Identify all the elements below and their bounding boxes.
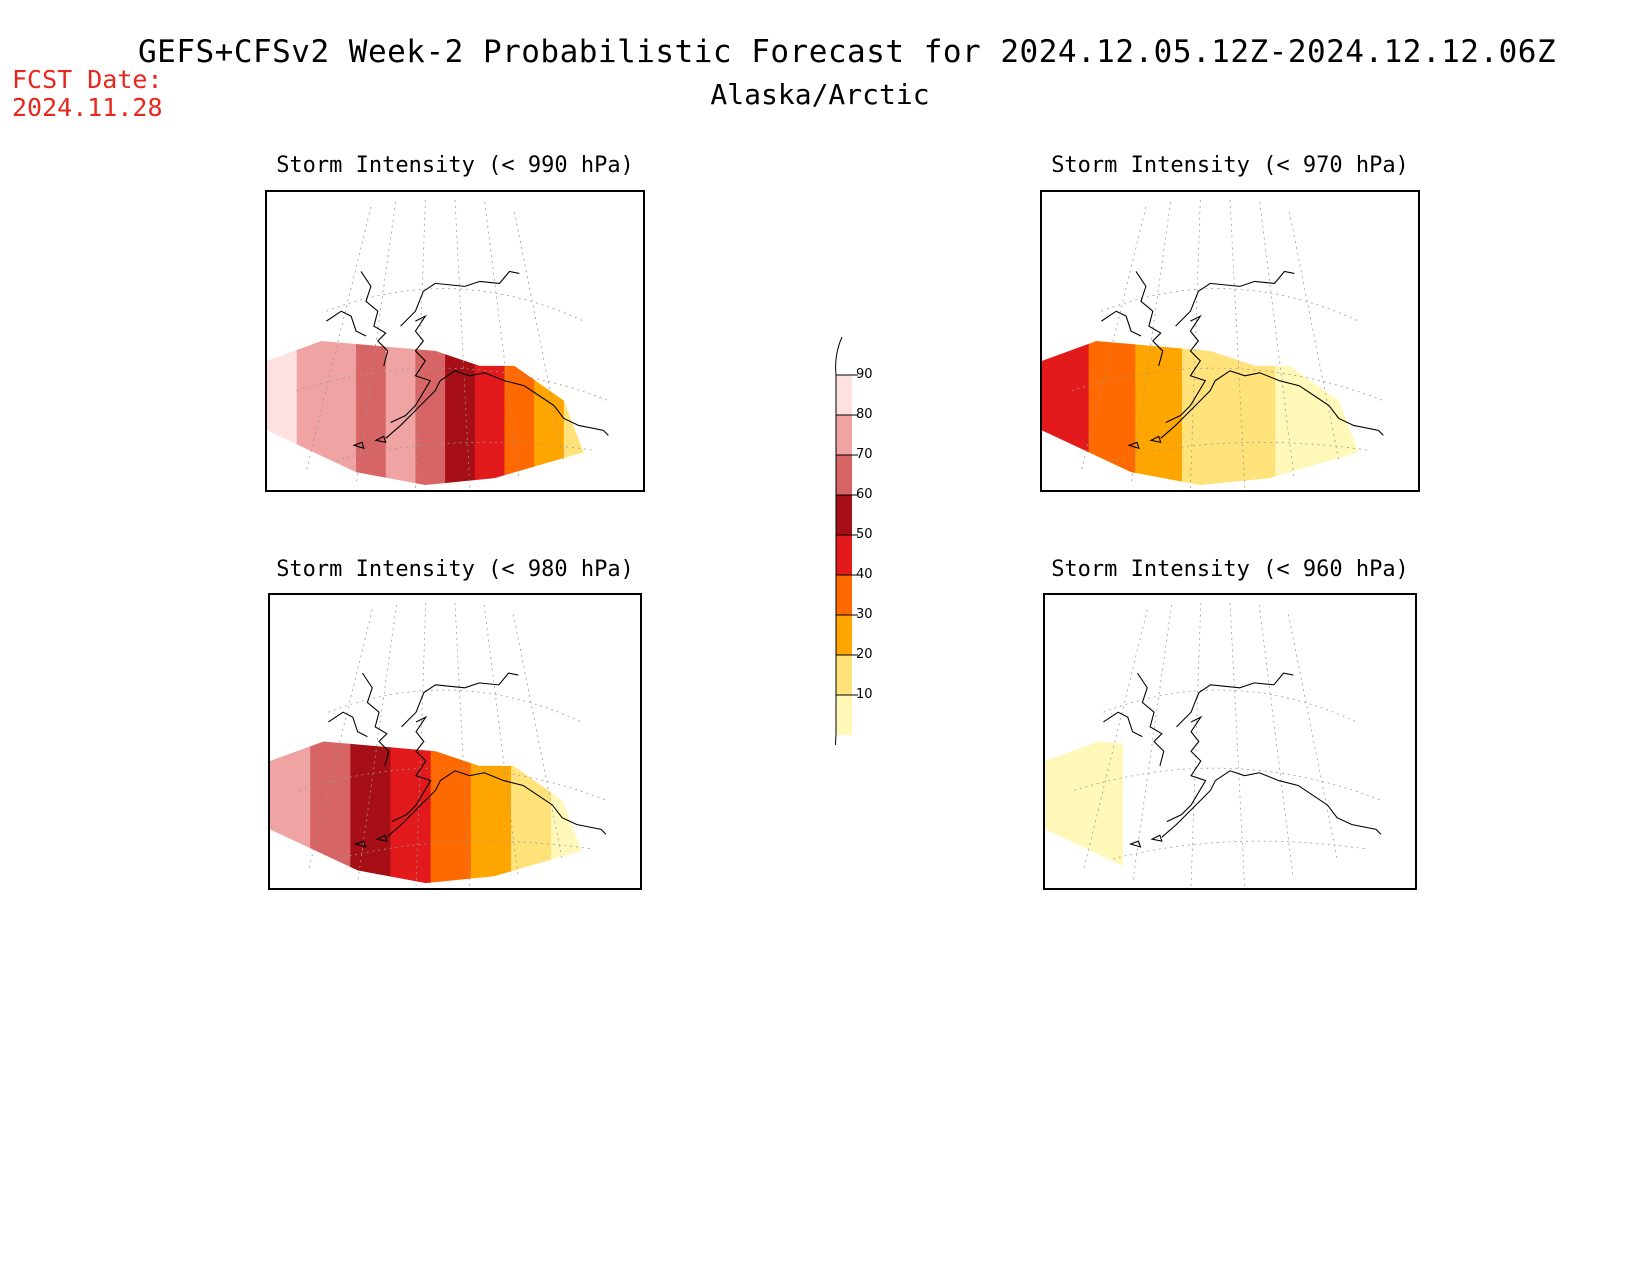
- legend-swatch-40: [836, 575, 852, 615]
- probability-field: [1042, 341, 1359, 486]
- graticule: [296, 199, 609, 489]
- legend-label-40: 40: [856, 567, 873, 582]
- prob-band-20: [563, 341, 584, 486]
- prob-band-70: [310, 741, 352, 884]
- prob-band-40: [430, 741, 472, 884]
- prob-band-60: [445, 341, 476, 486]
- graticule: [1074, 602, 1382, 887]
- map-svg-990: [267, 199, 609, 489]
- map-svg-960: [1045, 602, 1382, 887]
- legend-swatch-50: [836, 535, 852, 575]
- subtitle-text: Alaska/Arctic: [710, 78, 930, 111]
- fcst-date-label: FCST Date:: [12, 65, 163, 94]
- legend-label-90: 90: [856, 367, 873, 382]
- legend-label-60: 60: [856, 487, 873, 502]
- panel-title-960: Storm Intensity (< 960 hPa): [1051, 557, 1409, 582]
- prob-band-10: [551, 741, 582, 884]
- legend-swatch-20: [836, 655, 852, 695]
- prob-band-70: [415, 341, 447, 486]
- legend-top-cap: [835, 336, 843, 376]
- legend-swatch-60: [836, 495, 852, 535]
- legend-label-50: 50: [856, 527, 873, 542]
- map-panel-960: [1043, 593, 1417, 890]
- legend-bottom-cap: [835, 734, 837, 745]
- map-panel-990: [265, 190, 645, 492]
- legend-swatch-10: [836, 695, 852, 735]
- prob-band-40: [504, 341, 536, 486]
- main-title: GEFS+CFSv2 Week-2 Probabilistic Forecast…: [138, 34, 1557, 70]
- fcst-date-value: 2024.11.28: [12, 93, 163, 122]
- coastlines: [1103, 672, 1382, 848]
- probability-field: [270, 741, 582, 884]
- prob-band-20: [1228, 341, 1277, 486]
- legend-swatch-90: [836, 375, 852, 415]
- legend-label-70: 70: [856, 447, 873, 462]
- prob-band-80: [270, 741, 312, 884]
- prob-band-80: [385, 341, 417, 486]
- coastlines: [1101, 270, 1384, 450]
- map-svg-970: [1042, 199, 1384, 489]
- prob-band-30: [1135, 341, 1183, 486]
- prob-band-30: [470, 741, 512, 884]
- prob-band-30: [534, 341, 565, 486]
- coastlines: [328, 672, 607, 848]
- prob-band-70: [356, 341, 387, 486]
- panel-title-980: Storm Intensity (< 980 hPa): [276, 557, 634, 582]
- map-svg-980: [270, 602, 607, 887]
- subtitle: Alaska/Arctic: [0, 78, 1650, 111]
- prob-band-20: [1181, 341, 1230, 486]
- prob-band-10: [1045, 741, 1123, 884]
- legend-label-80: 80: [856, 407, 873, 422]
- map-panel-980: [268, 593, 642, 890]
- map-panel-970: [1040, 190, 1420, 492]
- coastlines: [326, 270, 609, 450]
- legend-swatch-70: [836, 455, 852, 495]
- prob-band-90: [267, 341, 298, 486]
- graticule: [299, 602, 607, 887]
- probability-field: [1045, 741, 1123, 884]
- color-legend: [835, 336, 858, 745]
- prob-band-50: [474, 341, 506, 486]
- legend-label-20: 20: [856, 647, 873, 662]
- prob-band-80: [326, 341, 358, 486]
- prob-band-10: [1321, 341, 1359, 486]
- panel-title-970: Storm Intensity (< 970 hPa): [1051, 153, 1409, 178]
- legend-swatch-30: [836, 615, 852, 655]
- prob-band-60: [350, 741, 392, 884]
- prob-band-10: [1275, 341, 1323, 486]
- panel-title-990: Storm Intensity (< 990 hPa): [276, 153, 634, 178]
- legend-swatch-80: [836, 415, 852, 455]
- prob-band-80: [296, 341, 328, 486]
- prob-band-50: [1042, 341, 1090, 486]
- probability-field: [267, 341, 584, 486]
- legend-label-30: 30: [856, 607, 873, 622]
- prob-band-40: [1088, 341, 1137, 486]
- legend-label-10: 10: [856, 687, 873, 702]
- prob-band-50: [390, 741, 432, 884]
